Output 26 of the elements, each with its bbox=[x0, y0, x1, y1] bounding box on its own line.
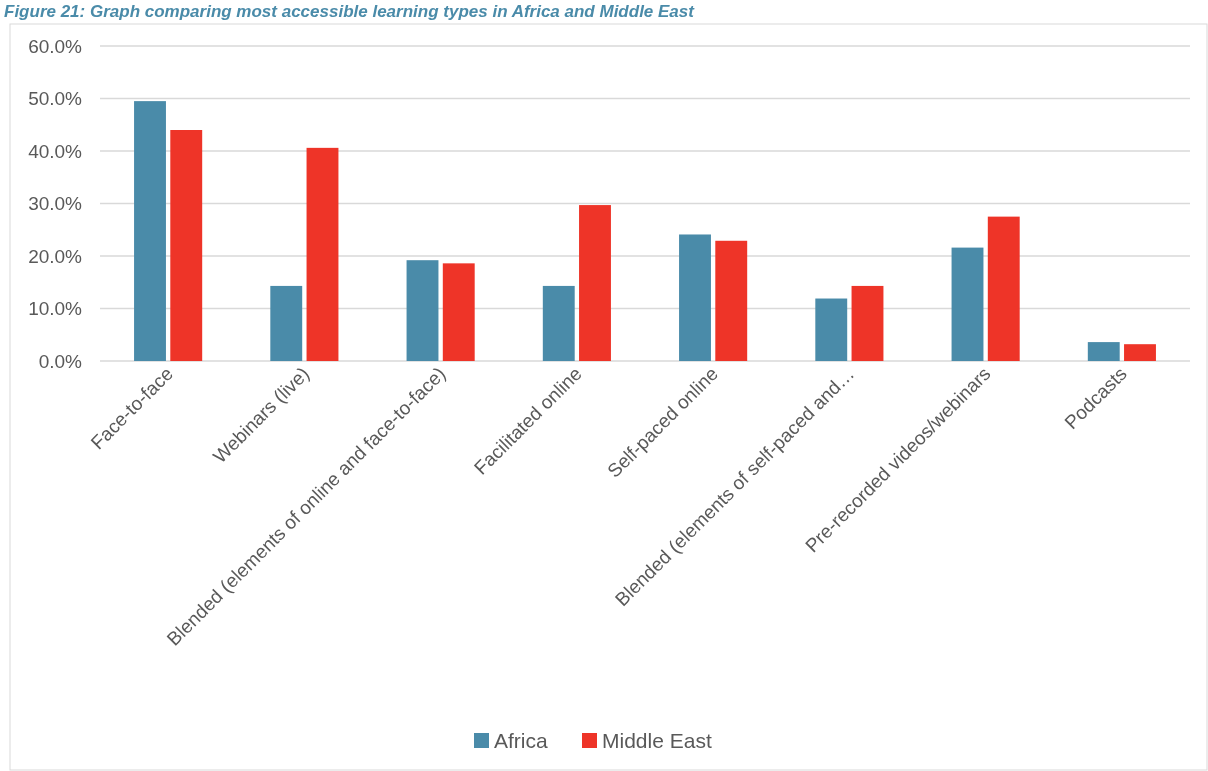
legend-label: Africa bbox=[494, 729, 548, 753]
y-tick-label: 50.0% bbox=[28, 88, 83, 110]
bar bbox=[1124, 344, 1156, 361]
bar bbox=[270, 285, 303, 361]
bar bbox=[987, 216, 1020, 361]
bar bbox=[951, 247, 984, 361]
legend-label: Middle East bbox=[602, 729, 712, 753]
y-tick-label: 10.0% bbox=[28, 298, 83, 320]
bar bbox=[851, 285, 884, 361]
y-tick-label: 30.0% bbox=[28, 193, 83, 215]
bar bbox=[1087, 342, 1120, 361]
bar bbox=[134, 101, 166, 361]
y-tick-label: 60.0% bbox=[28, 35, 83, 57]
bar bbox=[406, 260, 439, 361]
bar bbox=[542, 285, 575, 361]
y-tick-label: 20.0% bbox=[28, 245, 83, 267]
bar bbox=[306, 147, 339, 361]
y-tick-label: 0.0% bbox=[38, 350, 83, 372]
bar bbox=[679, 234, 711, 361]
bar bbox=[442, 263, 475, 361]
bar bbox=[170, 130, 203, 361]
bar bbox=[715, 240, 748, 361]
bar bbox=[579, 205, 611, 361]
y-tick-label: 40.0% bbox=[28, 140, 83, 162]
chart-title: Figure 21: Graph comparing most accessible learning types in Africa and Middle East bbox=[4, 2, 696, 21]
bar bbox=[815, 298, 848, 361]
